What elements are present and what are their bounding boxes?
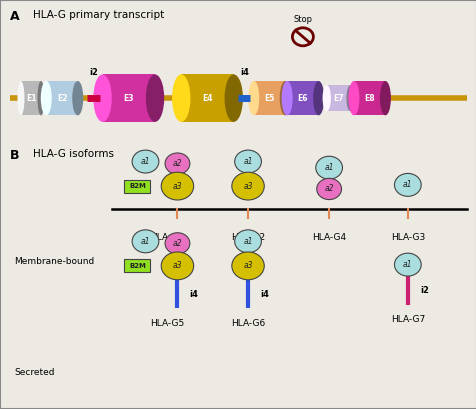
Circle shape [315, 156, 342, 179]
Circle shape [231, 172, 264, 200]
Text: B2M: B2M [129, 183, 146, 189]
Text: Secreted: Secreted [14, 368, 55, 377]
Text: A: A [10, 10, 19, 23]
Circle shape [161, 172, 193, 200]
Circle shape [394, 173, 420, 196]
Text: B2M: B2M [129, 263, 146, 269]
Text: E5: E5 [264, 94, 274, 103]
Text: E8: E8 [364, 94, 374, 103]
Bar [46, 81, 78, 115]
Text: Stop: Stop [293, 15, 312, 24]
Circle shape [132, 150, 159, 173]
Ellipse shape [347, 81, 359, 115]
Text: i2: i2 [419, 286, 428, 295]
Ellipse shape [248, 81, 259, 115]
Text: E3: E3 [123, 94, 134, 103]
Text: HLA-G7: HLA-G7 [390, 315, 424, 324]
Text: a1: a1 [243, 157, 252, 166]
Text: i4: i4 [189, 290, 198, 299]
Circle shape [161, 252, 193, 280]
Text: HLA-G isoforms: HLA-G isoforms [33, 149, 114, 159]
Circle shape [234, 150, 261, 173]
Text: E7: E7 [333, 94, 343, 103]
Ellipse shape [146, 74, 164, 122]
Text: a3: a3 [243, 182, 252, 191]
Text: Membrane-bound: Membrane-bound [14, 257, 94, 266]
Text: E2: E2 [57, 94, 67, 103]
Bar [21, 81, 41, 115]
Bar [253, 81, 285, 115]
Text: i2: i2 [89, 68, 98, 77]
Bar [181, 74, 233, 122]
Ellipse shape [279, 81, 290, 115]
Text: E4: E4 [202, 94, 212, 103]
Text: HLA-G5: HLA-G5 [149, 319, 184, 328]
Bar [124, 259, 150, 272]
Text: HLA-G4: HLA-G4 [311, 233, 346, 242]
Ellipse shape [379, 81, 390, 115]
Text: a1: a1 [140, 157, 150, 166]
Text: a2: a2 [324, 184, 333, 193]
Text: B: B [10, 149, 19, 162]
Text: a3: a3 [243, 261, 252, 270]
Ellipse shape [172, 74, 190, 122]
Ellipse shape [322, 85, 330, 111]
Text: a1: a1 [402, 260, 412, 269]
Ellipse shape [224, 74, 242, 122]
Text: HLA-G2: HLA-G2 [230, 233, 265, 242]
Text: HLA-G primary transcript: HLA-G primary transcript [33, 10, 164, 20]
Bar [353, 81, 385, 115]
Ellipse shape [40, 81, 52, 115]
Ellipse shape [38, 81, 44, 115]
Ellipse shape [312, 81, 324, 115]
Bar [326, 85, 350, 111]
Text: i4: i4 [259, 290, 268, 299]
Ellipse shape [18, 81, 24, 115]
Text: HLA-G6: HLA-G6 [230, 319, 265, 328]
Ellipse shape [346, 85, 354, 111]
Circle shape [165, 153, 189, 174]
Ellipse shape [93, 74, 111, 122]
Text: i4: i4 [239, 68, 248, 77]
Bar [102, 74, 155, 122]
Circle shape [234, 230, 261, 253]
Text: a1: a1 [402, 180, 412, 189]
Circle shape [316, 178, 341, 200]
Circle shape [132, 230, 159, 253]
Text: HLA-G3: HLA-G3 [390, 233, 424, 242]
Text: a1: a1 [324, 163, 333, 172]
Text: HLA-G1: HLA-G1 [149, 233, 184, 242]
Text: a1: a1 [140, 237, 150, 246]
Text: a2: a2 [172, 239, 182, 248]
Text: a2: a2 [172, 159, 182, 168]
Ellipse shape [72, 81, 83, 115]
Text: a1: a1 [243, 237, 252, 246]
Bar [287, 81, 318, 115]
Text: E6: E6 [297, 94, 307, 103]
Text: a3: a3 [172, 261, 182, 270]
Circle shape [165, 233, 189, 254]
Bar [124, 180, 150, 193]
Text: a3: a3 [172, 182, 182, 191]
Circle shape [231, 252, 264, 280]
Circle shape [394, 253, 420, 276]
Ellipse shape [281, 81, 292, 115]
Text: E1: E1 [26, 94, 36, 103]
